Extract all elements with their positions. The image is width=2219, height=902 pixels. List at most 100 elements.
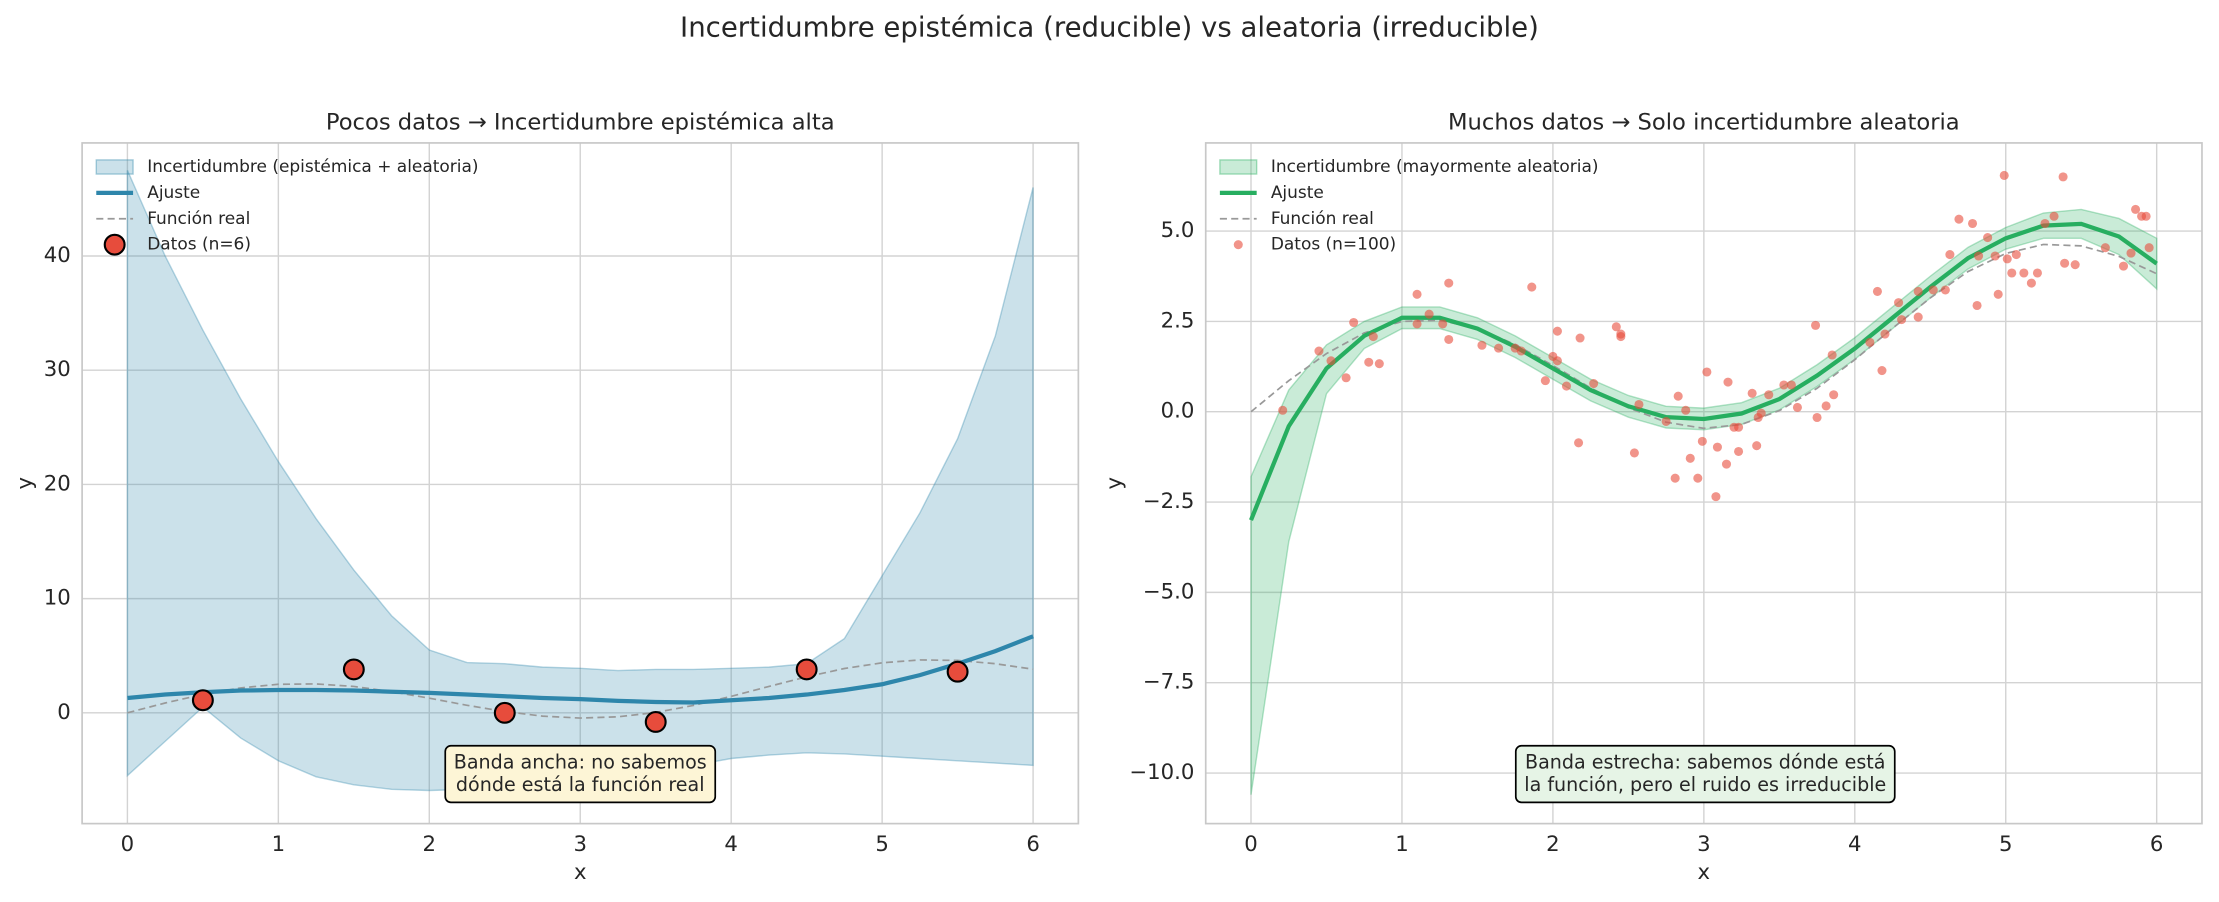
legend-label: Incertidumbre (epistémica + aleatoria) bbox=[147, 157, 478, 177]
data-point bbox=[2049, 211, 2059, 221]
data-point bbox=[1693, 473, 1703, 483]
x-tick-label: 0 bbox=[121, 832, 135, 857]
data-point bbox=[1702, 367, 1712, 377]
data-point bbox=[1589, 379, 1599, 389]
uncertainty-band bbox=[126, 170, 1034, 792]
data-point bbox=[1697, 436, 1707, 446]
data-point bbox=[2019, 268, 2029, 278]
data-point bbox=[1945, 250, 1955, 260]
true-function-line bbox=[127, 659, 1034, 719]
subplot-title: Muchos datos → Solo incertidumbre aleato… bbox=[1448, 110, 1960, 136]
y-tick-label: −5.0 bbox=[1143, 579, 1195, 604]
x-tick-label: 5 bbox=[875, 832, 889, 857]
data-point bbox=[1552, 326, 1562, 336]
x-tick-label: 6 bbox=[2150, 832, 2164, 857]
data-point bbox=[493, 701, 516, 724]
data-point bbox=[1685, 453, 1695, 463]
subplot-title: Pocos datos → Incertidumbre epistémica a… bbox=[326, 110, 835, 136]
y-tick-label: 5.0 bbox=[1161, 218, 1195, 243]
y-tick-label: 40 bbox=[44, 243, 71, 268]
data-point bbox=[1999, 170, 2009, 180]
data-point bbox=[1993, 289, 2003, 299]
data-point bbox=[1928, 285, 1938, 295]
x-tick-label: 3 bbox=[1697, 832, 1711, 857]
data-point bbox=[1438, 319, 1448, 329]
y-tick-label: −7.5 bbox=[1143, 670, 1195, 695]
y-tick-label: 30 bbox=[44, 357, 71, 382]
x-tick-label: 1 bbox=[1395, 832, 1409, 857]
y-tick-label: −2.5 bbox=[1143, 489, 1195, 514]
data-point bbox=[1661, 416, 1671, 427]
legend-label: Datos (n=100) bbox=[1271, 235, 1396, 255]
data-point bbox=[1812, 412, 1822, 423]
data-point bbox=[1494, 343, 1504, 353]
data-point bbox=[1561, 381, 1572, 391]
data-point bbox=[1721, 459, 1732, 469]
data-point bbox=[191, 689, 214, 712]
data-point bbox=[1326, 356, 1336, 366]
data-point bbox=[1723, 377, 1733, 387]
data-point bbox=[1913, 286, 1923, 296]
data-point bbox=[1634, 399, 1644, 410]
data-point bbox=[644, 710, 667, 733]
x-tick-label: 4 bbox=[724, 832, 738, 857]
data-point bbox=[1972, 300, 1982, 311]
data-point bbox=[1349, 317, 1359, 328]
data-point bbox=[1681, 405, 1691, 415]
annotation-text: Banda estrecha: sabemos dónde está bbox=[1525, 750, 1886, 773]
data-point bbox=[1374, 359, 1384, 369]
annotation-text: dónde está la función real bbox=[456, 773, 705, 796]
data-point bbox=[1968, 218, 1978, 229]
annotation-text: Banda ancha: no sabemos bbox=[454, 750, 707, 773]
data-point bbox=[1954, 214, 1964, 224]
annotation-box bbox=[444, 744, 717, 804]
subplot: 0 1 2 3 4 5 6 −10.0 −7.5 −5.0 −2.5 0.0 2.5 5.0 Muchos … bbox=[1102, 110, 2203, 885]
data-point bbox=[2118, 261, 2129, 271]
data-point bbox=[1880, 329, 1890, 339]
data-point bbox=[342, 658, 365, 681]
data-point bbox=[1897, 315, 1907, 325]
axes-frame bbox=[81, 142, 1080, 825]
true-function-line bbox=[1250, 243, 2158, 430]
data-point bbox=[1821, 401, 1831, 411]
data-point bbox=[1752, 441, 1762, 451]
data-point bbox=[1516, 346, 1526, 356]
legend: Incertidumbre (mayormente aleatoria) Ajus… bbox=[1219, 157, 1599, 255]
axes-frame bbox=[1204, 142, 2203, 825]
legend-label: Datos (n=6) bbox=[147, 235, 251, 255]
plot-area bbox=[1249, 170, 2158, 795]
data-point bbox=[1477, 340, 1487, 350]
data-point bbox=[2070, 260, 2080, 270]
data-point bbox=[2002, 254, 2012, 264]
fit-line bbox=[1249, 221, 2158, 521]
x-tick-label: 1 bbox=[272, 832, 286, 857]
legend-label: Incertidumbre (mayormente aleatoria) bbox=[1271, 157, 1599, 177]
legend-marker bbox=[1233, 240, 1243, 250]
y-tick-label: 20 bbox=[44, 471, 71, 496]
data-point bbox=[2144, 243, 2154, 253]
legend-swatch bbox=[1219, 159, 1258, 175]
data-point bbox=[1990, 251, 2000, 261]
annotation-text: la función, pero el ruido es irreducible bbox=[1524, 773, 1886, 796]
data-point bbox=[1314, 346, 1324, 356]
data-point bbox=[2026, 278, 2036, 288]
x-tick-label: 2 bbox=[1546, 832, 1560, 857]
data-point bbox=[1734, 446, 1744, 456]
data-point bbox=[1412, 319, 1422, 329]
data-point bbox=[1811, 320, 1821, 330]
legend-swatch bbox=[95, 159, 134, 175]
data-point bbox=[1792, 402, 1802, 412]
data-point bbox=[1940, 285, 1950, 295]
data-point bbox=[946, 660, 969, 683]
subplot: 0 1 2 3 4 5 6 0 10 20 30 40 Pocos datos → Incertidum… bbox=[13, 110, 1080, 885]
data-point bbox=[1540, 376, 1550, 386]
x-tick-label: 5 bbox=[1999, 832, 2013, 857]
data-point bbox=[1829, 390, 1839, 400]
data-point bbox=[1779, 380, 1789, 390]
data-point bbox=[2131, 204, 2141, 214]
plot-area bbox=[126, 170, 1034, 792]
data-point bbox=[1444, 278, 1454, 288]
data-point bbox=[1786, 380, 1796, 390]
